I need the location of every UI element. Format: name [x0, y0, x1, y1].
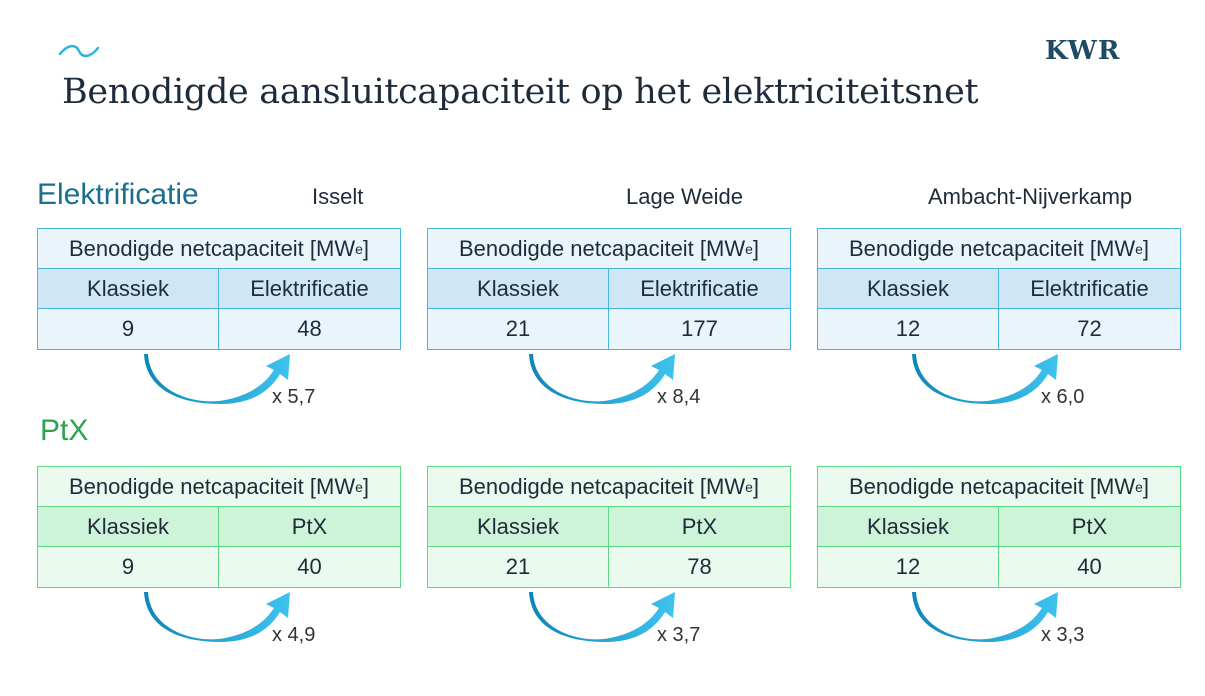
factor-label: x 3,7	[657, 624, 701, 646]
table-header-row: Benodigde netcapaciteit [MW e]	[818, 467, 1180, 507]
column-klassiek: Klassiek	[38, 269, 219, 308]
factor-label: x 6,0	[1041, 386, 1085, 408]
table-header-row: Benodigde netcapaciteit [MW e]	[38, 467, 400, 507]
column-klassiek: Klassiek	[818, 269, 999, 308]
table-elektrificatie-isselt: Benodigde netcapaciteit [MW e] Klassiek E…	[37, 228, 401, 350]
column-ptx: PtX	[291, 513, 328, 539]
table-header: Benodigde netcapaciteit [MW e]	[68, 473, 370, 499]
location-label-isselt: Isselt	[312, 184, 364, 209]
table-row: 9 48	[38, 309, 400, 349]
column-klassiek: Klassiek	[818, 507, 999, 546]
location-label-lage-weide: Lage Weide	[626, 184, 744, 209]
wave-icon	[58, 44, 100, 58]
table-ptx-lage-weide: Benodigde netcapaciteit [MW e] Klassiek P…	[427, 466, 791, 588]
factor-label: x 4,9	[272, 624, 316, 646]
section-title-ptx: PtX	[40, 414, 89, 447]
table-row: 12 40	[818, 547, 1180, 587]
value-elektrificatie: 72	[1077, 316, 1102, 341]
curved-arrow-icon	[144, 354, 290, 404]
table-column-row: Klassiek Elektrificatie	[428, 269, 790, 309]
column-klassiek: Klassiek	[428, 269, 609, 308]
table-column-row: Klassiek PtX	[428, 507, 790, 547]
value-ptx: 78	[687, 554, 712, 579]
table-row: 9 40	[38, 547, 400, 587]
curved-arrow-icon	[912, 592, 1058, 642]
table-row: 21 78	[428, 547, 790, 587]
value-klassiek: 9	[38, 309, 219, 349]
table-column-row: Klassiek PtX	[818, 507, 1180, 547]
factor-label: x 5,7	[272, 386, 316, 408]
table-column-row: Klassiek PtX	[38, 507, 400, 547]
table-header: Benodigde netcapaciteit [MW e]	[68, 235, 370, 261]
kwr-logo: KWR	[1045, 36, 1121, 66]
table-header: Benodigde netcapaciteit [MW e]	[458, 473, 760, 499]
value-klassiek: 21	[428, 309, 609, 349]
curved-arrow-icon	[529, 354, 675, 404]
table-header-row: Benodigde netcapaciteit [MW e]	[818, 229, 1180, 269]
table-header: Benodigde netcapaciteit [MW e]	[458, 235, 760, 261]
table-column-row: Klassiek Elektrificatie	[818, 269, 1180, 309]
curved-arrow-icon	[912, 354, 1058, 404]
column-ptx: PtX	[1071, 513, 1108, 539]
column-elektrificatie: Elektrificatie	[1030, 275, 1149, 301]
value-klassiek: 21	[428, 547, 609, 587]
curved-arrow-icon	[529, 592, 675, 642]
table-elektrificatie-lage-weide: Benodigde netcapaciteit [MW e] Klassiek E…	[427, 228, 791, 350]
value-elektrificatie: 177	[681, 316, 718, 341]
column-elektrificatie: Elektrificatie	[640, 275, 759, 301]
table-ptx-ambacht-nijverkamp: Benodigde netcapaciteit [MW e] Klassiek P…	[817, 466, 1181, 588]
table-row: 21 177	[428, 309, 790, 349]
table-row: 12 72	[818, 309, 1180, 349]
table-header-row: Benodigde netcapaciteit [MW e]	[428, 467, 790, 507]
value-klassiek: 9	[38, 547, 219, 587]
column-klassiek: Klassiek	[38, 507, 219, 546]
factor-label: x 8,4	[657, 386, 701, 408]
value-ptx: 40	[297, 554, 322, 579]
location-label-ambacht-nijverkamp: Ambacht-Nijverkamp	[928, 184, 1133, 209]
factor-label: x 3,3	[1041, 624, 1085, 646]
table-elektrificatie-ambacht-nijverkamp: Benodigde netcapaciteit [MW e] Klassiek E…	[817, 228, 1181, 350]
table-column-row: Klassiek Elektrificatie	[38, 269, 400, 309]
column-klassiek: Klassiek	[428, 507, 609, 546]
page-title: Benodigde aansluitcapaciteit op het elek…	[62, 72, 979, 112]
section-title-elektrificatie: Elektrificatie	[37, 178, 199, 211]
table-header-row: Benodigde netcapaciteit [MW e]	[428, 229, 790, 269]
table-ptx-isselt: Benodigde netcapaciteit [MW e] Klassiek P…	[37, 466, 401, 588]
curved-arrow-icon	[144, 592, 290, 642]
column-ptx: PtX	[681, 513, 718, 539]
table-header-row: Benodigde netcapaciteit [MW e]	[38, 229, 400, 269]
value-klassiek: 12	[818, 309, 999, 349]
column-elektrificatie: Elektrificatie	[250, 275, 369, 301]
value-klassiek: 12	[818, 547, 999, 587]
value-elektrificatie: 48	[297, 316, 322, 341]
table-header: Benodigde netcapaciteit [MW e]	[848, 473, 1150, 499]
table-header: Benodigde netcapaciteit [MW e]	[848, 235, 1150, 261]
value-ptx: 40	[1077, 554, 1102, 579]
